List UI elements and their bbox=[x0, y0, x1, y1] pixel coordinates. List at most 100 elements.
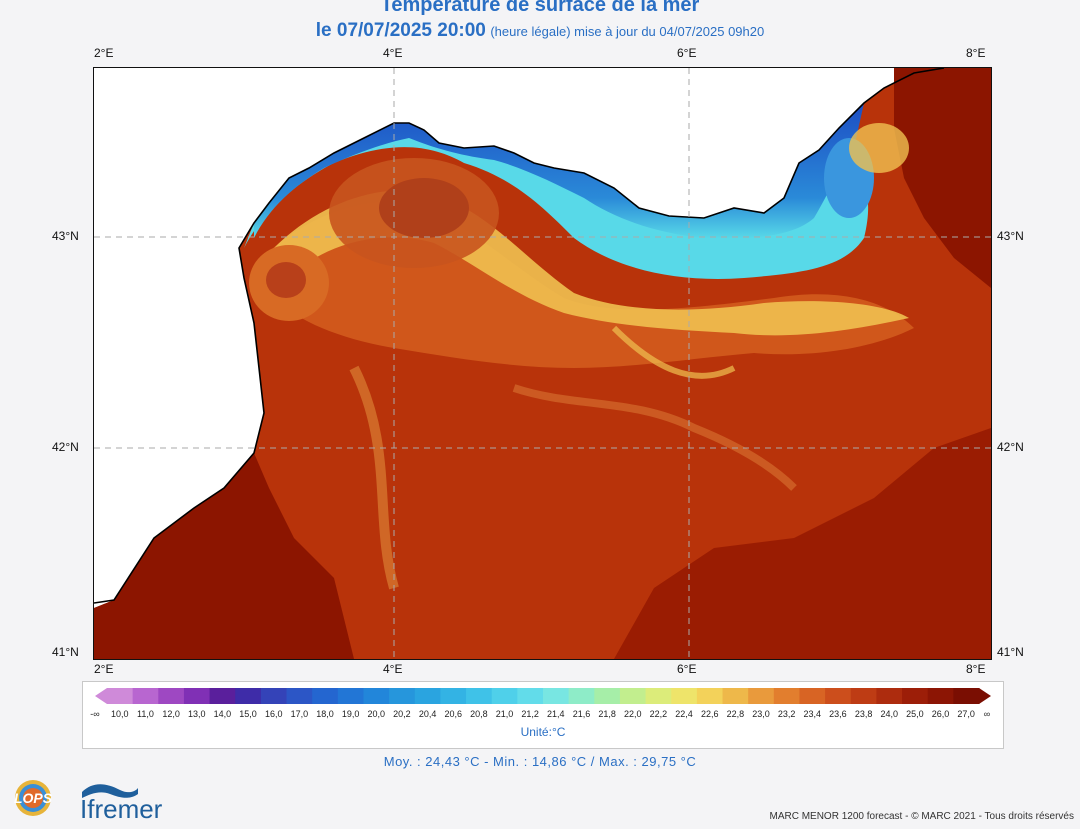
svg-text:LOPS: LOPS bbox=[14, 790, 53, 806]
colorbar-label: 23,8 bbox=[854, 709, 873, 719]
colorbar-swatch bbox=[671, 688, 698, 704]
colorbar-swatch bbox=[337, 688, 364, 704]
colorbar-label: 18,0 bbox=[316, 709, 334, 719]
colorbar-label: 21,8 bbox=[598, 709, 616, 719]
colorbar-swatch bbox=[953, 688, 980, 704]
colorbar-label: 19,0 bbox=[341, 709, 360, 719]
colorbar-label-high: ∞ bbox=[983, 709, 991, 719]
colorbar-label: 12,0 bbox=[162, 709, 180, 719]
colorbar-swatch bbox=[312, 688, 339, 704]
colorbar-swatch bbox=[183, 688, 211, 704]
colorbar-swatch bbox=[260, 688, 288, 704]
colorbar-swatch bbox=[491, 688, 518, 704]
ifremer-wordmark: Ifremer bbox=[80, 794, 163, 824]
colorbar-swatch bbox=[286, 688, 313, 704]
colorbar-label: 23,0 bbox=[752, 709, 770, 719]
colorbar-label: 22,6 bbox=[700, 709, 719, 719]
colorbar-label: 21,0 bbox=[495, 709, 514, 719]
lops-logo[interactable]: LOPS bbox=[8, 778, 58, 818]
lon-tick-bottom-2e: 2°E bbox=[94, 662, 114, 676]
colorbar-swatch bbox=[902, 688, 929, 704]
colorbar-label: 20,2 bbox=[393, 709, 411, 719]
east-yellow-patch bbox=[849, 123, 909, 173]
colorbar-label: 26,0 bbox=[931, 709, 950, 719]
update-info: (heure légale) mise à jour du 04/07/2025… bbox=[490, 24, 765, 39]
colorbar-swatch bbox=[389, 688, 416, 704]
colorbar-swatch bbox=[748, 688, 775, 704]
colorbar-label: 24,0 bbox=[880, 709, 898, 719]
lon-tick-top-4e: 4°E bbox=[383, 46, 403, 60]
colorbar-label: 11,0 bbox=[137, 709, 154, 719]
colorbar-swatch bbox=[517, 688, 544, 704]
colorbar-label: 23,6 bbox=[829, 709, 847, 719]
cold-coastal-water bbox=[254, 103, 864, 239]
colorbar-swatch bbox=[850, 688, 877, 704]
colorbar-label: 16,0 bbox=[264, 709, 283, 719]
colorbar-swatch bbox=[466, 688, 493, 704]
colorbar-scale bbox=[95, 688, 991, 704]
colorbar-label: 14,0 bbox=[213, 709, 232, 719]
filament-3 bbox=[611, 325, 736, 379]
coastline bbox=[94, 68, 945, 604]
colorbar-label: 22,2 bbox=[649, 709, 668, 719]
filament-1 bbox=[349, 365, 399, 590]
colorbar-swatch bbox=[594, 688, 621, 704]
colorbar-label: 20,6 bbox=[444, 709, 462, 719]
colorbar-swatch bbox=[927, 688, 954, 704]
unit-label: Unité:°C bbox=[520, 725, 566, 739]
lat-tick-left-43n: 43°N bbox=[52, 229, 79, 243]
hot-zone-southeast bbox=[614, 428, 991, 659]
colorbar-label: 21,2 bbox=[521, 709, 539, 719]
credit-line: MARC MENOR 1200 forecast - © MARC 2021 -… bbox=[769, 811, 1074, 822]
colorbar-swatch bbox=[363, 688, 390, 704]
colorbar-swatch bbox=[568, 688, 595, 704]
temperature-stats: Moy. : 24,43 °C - Min. : 14,86 °C / Max.… bbox=[383, 754, 697, 769]
colorbar-labels: -∞ 10,0 11,0 12,0 13,0 14,0 15,0 16,0 17,0 18,0 19… bbox=[83, 709, 1003, 723]
lat-tick-right-42n: 42°N bbox=[997, 440, 1024, 454]
ifremer-wave-icon bbox=[82, 784, 138, 798]
colorbar-label: 27,0 bbox=[957, 709, 975, 719]
colorbar-low-arrow bbox=[95, 688, 107, 704]
lat-tick-right-41n: 41°N bbox=[997, 645, 1024, 659]
colorbar-swatch bbox=[619, 688, 647, 704]
sea-temperature-map[interactable] bbox=[93, 67, 992, 660]
colorbar-label: 25,0 bbox=[906, 709, 924, 719]
warm-eddy-core bbox=[379, 178, 469, 238]
map-title: Température de surface de la mer bbox=[380, 0, 700, 16]
colorbar-swatch bbox=[414, 688, 441, 704]
lat-tick-left-42n: 42°N bbox=[52, 440, 79, 454]
lon-tick-bottom-4e: 4°E bbox=[383, 662, 403, 676]
colorbar-label: 21,4 bbox=[547, 709, 565, 719]
map-canvas bbox=[94, 68, 991, 659]
colorbar-swatch bbox=[773, 688, 800, 704]
lops-logo-graphic: LOPS bbox=[14, 780, 53, 816]
colorbar-swatch bbox=[799, 688, 826, 704]
colorbar-legend: -∞ 10,0 11,0 12,0 13,0 14,0 15,0 16,0 17,0 18,0 19… bbox=[82, 681, 1004, 749]
colorbar-label: 10,0 bbox=[111, 709, 129, 719]
colorbar-label: 22,4 bbox=[675, 709, 693, 719]
colorbar-swatch bbox=[107, 688, 134, 704]
colorbar-label: 23,2 bbox=[777, 709, 796, 719]
colorbar-swatch bbox=[235, 688, 262, 704]
colorbar-label: 13,0 bbox=[187, 709, 206, 719]
colorbar-swatch bbox=[825, 688, 852, 704]
filament-2 bbox=[512, 384, 797, 491]
colorbar-high-arrow bbox=[979, 688, 991, 704]
colorbar-label-low: -∞ bbox=[90, 709, 100, 719]
lon-tick-top-8e: 8°E bbox=[966, 46, 986, 60]
colorbar-swatch bbox=[543, 688, 570, 704]
colorbar-swatch bbox=[209, 688, 236, 704]
map-subtitle: le 07/07/2025 20:00 (heure légale) mise … bbox=[0, 20, 1080, 42]
colorbar-swatch bbox=[158, 688, 185, 704]
lon-tick-bottom-6e: 6°E bbox=[677, 662, 697, 676]
colorbar-swatch bbox=[645, 688, 672, 704]
colorbar-label: 22,8 bbox=[726, 709, 745, 719]
lat-tick-right-43n: 43°N bbox=[997, 229, 1024, 243]
lat-tick-left-41n: 41°N bbox=[52, 645, 79, 659]
colorbar-label: 21,6 bbox=[572, 709, 591, 719]
colorbar-swatch bbox=[132, 688, 159, 704]
colorbar-label: 17,0 bbox=[290, 709, 309, 719]
colorbar-label: 20,4 bbox=[418, 709, 437, 719]
colorbar-label: 15,0 bbox=[239, 709, 257, 719]
ifremer-logo[interactable]: Ifremer bbox=[80, 780, 220, 825]
